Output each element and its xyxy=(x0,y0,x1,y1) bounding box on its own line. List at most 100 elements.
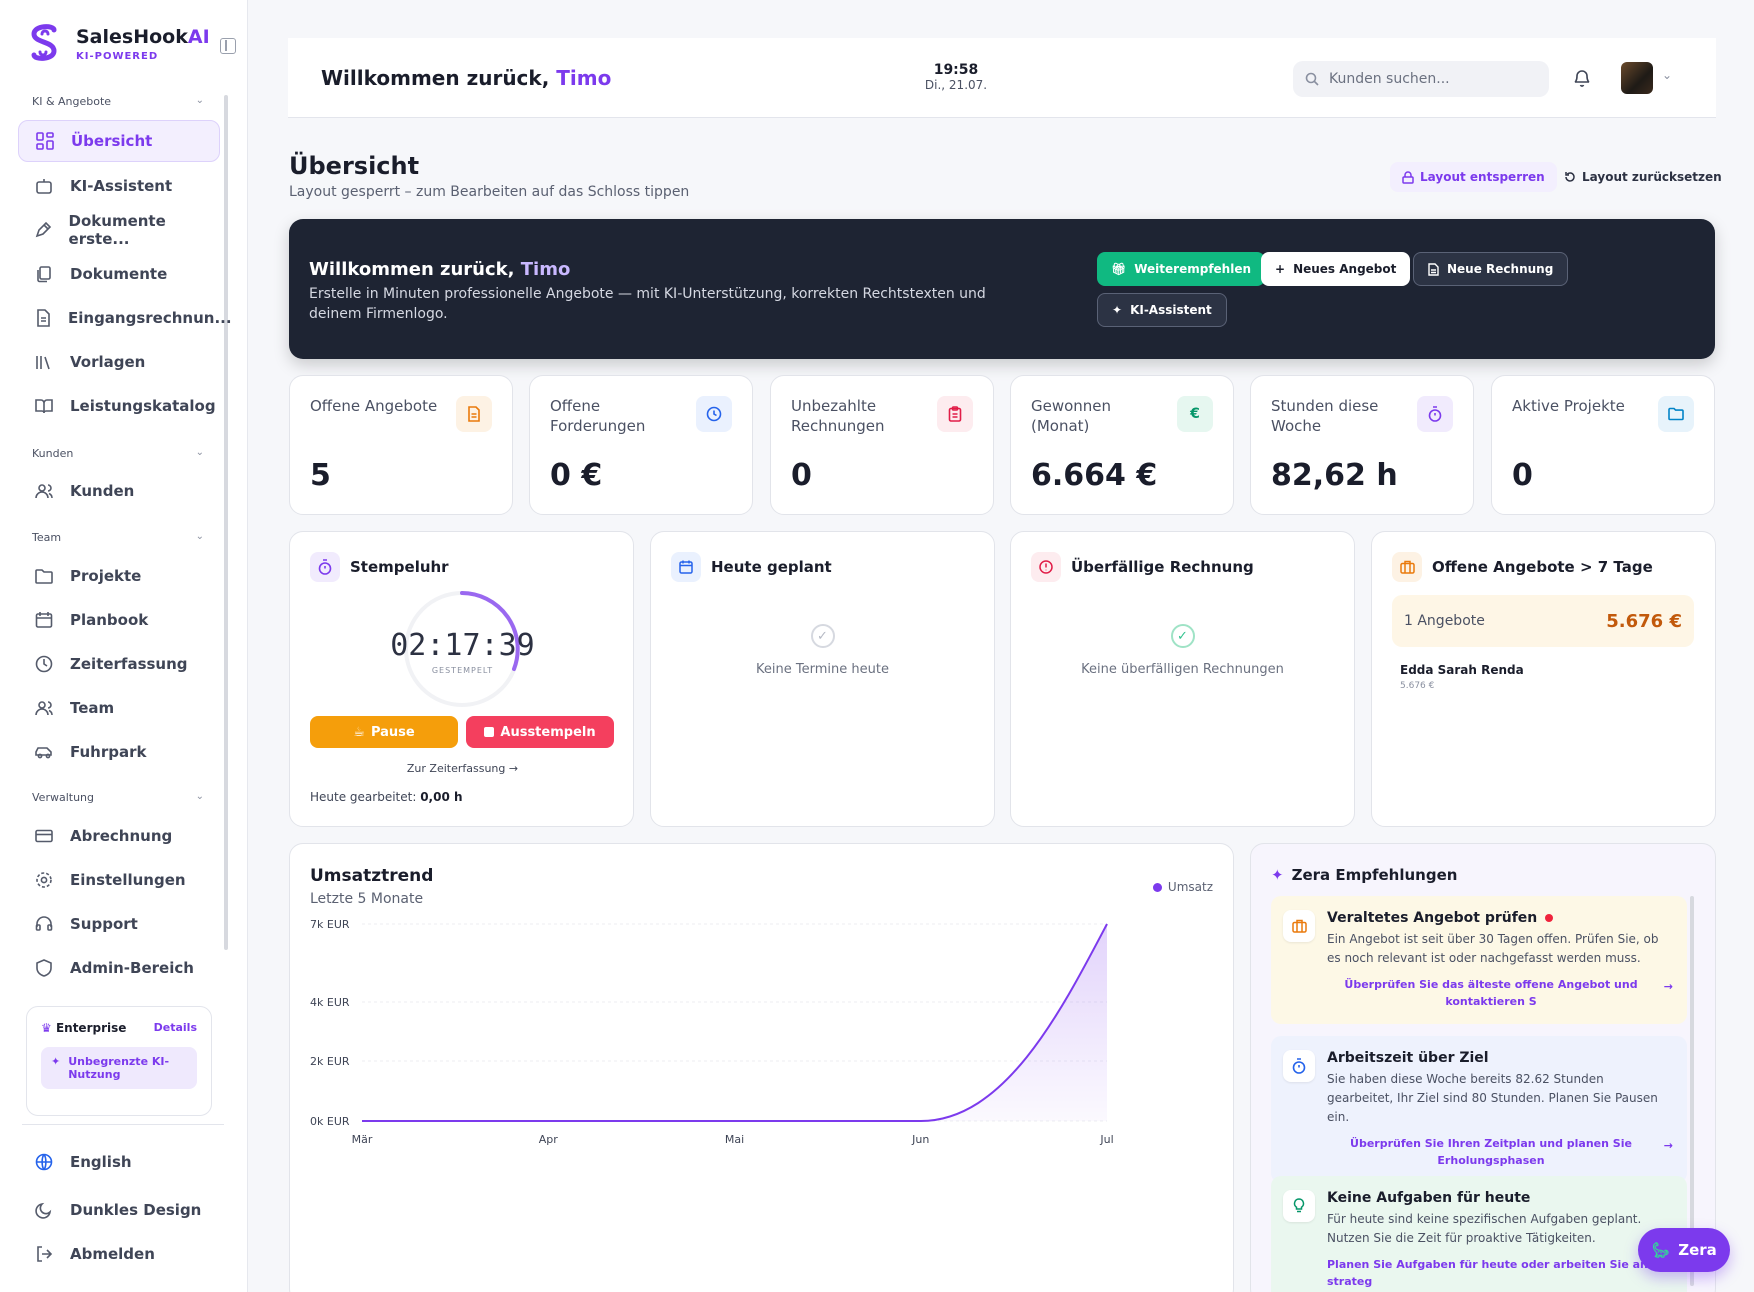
zera-scrollbar[interactable] xyxy=(1690,896,1694,1286)
hero-title: Willkommen zurück, Timo xyxy=(309,259,570,280)
new-invoice-button[interactable]: Neue Rechnung xyxy=(1413,252,1569,286)
timer-ring xyxy=(404,591,520,707)
plan-details-link[interactable]: Details xyxy=(153,1021,197,1034)
recommendation-action[interactable]: Planen Sie Aufgaben für heute oder arbei… xyxy=(1327,1256,1673,1290)
sidebar-item-uebersicht[interactable]: Übersicht xyxy=(18,120,220,162)
sidebar-item-label: Projekte xyxy=(70,567,142,585)
sidebar-item-support[interactable]: Support xyxy=(18,903,220,945)
sidebar-item-label: Dokumente erste... xyxy=(68,212,166,248)
section-label: KI & Angebote xyxy=(32,95,112,108)
time-tracking-link[interactable]: Zur Zeiterfassung → xyxy=(406,762,519,775)
recommendation-card[interactable]: Arbeitszeit über Ziel Sie haben diese Wo… xyxy=(1271,1036,1687,1183)
new-offer-label: Neues Angebot xyxy=(1293,262,1397,276)
sidebar-item-dokumente[interactable]: Dokumente xyxy=(18,253,220,295)
empty-text: Keine Termine heute xyxy=(756,662,889,677)
folder-icon xyxy=(34,566,54,586)
sidebar-item-admin-bereich[interactable]: Admin-Bereich xyxy=(18,947,220,989)
kpi-unpaid-invoices[interactable]: Unbezahlte Rechnungen 0 xyxy=(770,375,994,515)
header-clock: 19:58 Di., 21.07. xyxy=(908,62,1004,92)
kpi-open-offers[interactable]: Offene Angebote 5 xyxy=(289,375,513,515)
pause-button[interactable]: ☕︎ Pause xyxy=(310,716,458,748)
section-label: Verwaltung xyxy=(32,791,94,804)
ai-assistant-button[interactable]: ✦ KI-Assistent xyxy=(1097,293,1227,327)
sparkle-icon: ✦ xyxy=(1112,303,1123,317)
search-input[interactable]: Kunden suchen... xyxy=(1329,71,1450,87)
recommendation-card[interactable]: Keine Aufgaben für heute Für heute sind … xyxy=(1271,1176,1687,1292)
section-verwaltung[interactable]: Verwaltung ⌄ xyxy=(32,791,204,804)
kpi-open-receivables[interactable]: Offene Forderungen 0 € xyxy=(529,375,753,515)
revenue-trend-card: 7k EUR 4k EUR 2k EUR 0k EUR Mär Apr Mai Jun Jul … xyxy=(289,843,1234,1292)
kpi-label: Unbezahlte Rechnungen xyxy=(791,397,885,435)
sidebar-scrollbar[interactable] xyxy=(224,95,228,950)
sidebar-item-zeiterfassung[interactable]: Zeiterfassung xyxy=(18,643,220,685)
kpi-active-projects[interactable]: Aktive Projekte 0 xyxy=(1491,375,1715,515)
avatar[interactable] xyxy=(1621,62,1653,94)
card-title: Offene Angebote > 7 Tage xyxy=(1432,558,1653,576)
unlock-layout-button[interactable]: Layout entsperren xyxy=(1390,162,1557,192)
y-tick-label: 0k EUR xyxy=(310,1115,350,1128)
sidebar-item-einstellungen[interactable]: Einstellungen xyxy=(18,859,220,901)
sidebar-item-ki-assistent[interactable]: KI-Assistent xyxy=(18,165,220,207)
sidebar-item-abrechnung[interactable]: Abrechnung xyxy=(18,815,220,857)
check-circle-icon: ✓ xyxy=(810,624,835,648)
recommend-button[interactable]: 🎁︎ Weiterempfehlen xyxy=(1097,252,1266,286)
sidebar-item-fuhrpark[interactable]: Fuhrpark xyxy=(18,731,220,773)
sidebar-item-leistungskatalog[interactable]: Leistungskatalog xyxy=(18,385,220,427)
customer-search[interactable]: Kunden suchen... xyxy=(1293,61,1549,97)
kpi-label: Gewonnen (Monat) xyxy=(1031,397,1112,435)
x-tick-label: Jun xyxy=(911,1133,929,1146)
reset-layout-button[interactable]: Layout zurücksetzen xyxy=(1560,162,1726,192)
sidebar-item-vorlagen[interactable]: Vorlagen xyxy=(18,341,220,383)
sidebar-item-dark-mode[interactable]: Dunkles Design xyxy=(18,1189,220,1231)
kpi-won-month[interactable]: Gewonnen (Monat) € 6.664 € xyxy=(1010,375,1234,515)
reset-icon xyxy=(1564,171,1576,183)
collapse-sidebar-icon[interactable] xyxy=(220,38,236,54)
bell-icon[interactable] xyxy=(1572,68,1592,88)
sidebar-item-eingangsrechnungen[interactable]: Eingangsrechnun... xyxy=(18,297,232,339)
section-kunden[interactable]: Kunden ⌄ xyxy=(32,447,204,460)
sidebar-item-label: Team xyxy=(70,699,115,717)
x-tick-label: Mai xyxy=(725,1133,744,1146)
stopwatch-icon xyxy=(310,552,340,582)
offer-customer[interactable]: Edda Sarah Renda xyxy=(1400,663,1524,677)
clock-time: 19:58 xyxy=(933,62,979,78)
page-subtitle: Layout gesperrt – zum Bearbeiten auf das… xyxy=(289,184,690,200)
zera-chat-button[interactable]: 🦕︎ Zera xyxy=(1638,1228,1730,1272)
document-icon xyxy=(1428,262,1439,276)
brand[interactable]: SalesHookAI KI-POWERED xyxy=(24,22,210,66)
kpi-value: 82,62 h xyxy=(1271,458,1398,493)
sidebar-item-logout[interactable]: Abmelden xyxy=(18,1233,220,1275)
lock-icon xyxy=(1402,170,1414,184)
new-offer-button[interactable]: + Neues Angebot xyxy=(1261,252,1411,286)
hero-banner: Willkommen zurück, Timo Erstelle in Minu… xyxy=(289,219,1715,359)
lightbulb-icon xyxy=(1283,1190,1315,1222)
section-team[interactable]: Team ⌄ xyxy=(32,531,204,544)
sidebar-item-kunden[interactable]: Kunden xyxy=(18,470,220,512)
sidebar-item-planbook[interactable]: Planbook xyxy=(18,599,220,641)
zera-header: ✦ Zera Empfehlungen xyxy=(1271,866,1457,884)
recommendation-card[interactable]: Veraltetes Angebot prüfen Ein Angebot is… xyxy=(1271,896,1687,1024)
sidebar-item-label: Einstellungen xyxy=(70,871,186,889)
timer-status: GESTEMPELT xyxy=(431,666,494,675)
files-icon xyxy=(34,264,54,284)
zera-title: Zera Empfehlungen xyxy=(1291,866,1458,884)
kpi-hours-week[interactable]: Stunden diese Woche 82,62 h xyxy=(1250,375,1474,515)
recommendation-action[interactable]: Überprüfen Sie das älteste offene Angebo… xyxy=(1327,976,1673,1010)
pause-label: Pause xyxy=(370,724,415,740)
sidebar-item-dokumente-erstellen[interactable]: Dokumente erste... xyxy=(18,209,220,251)
arrow-right-icon: → xyxy=(1663,1139,1673,1152)
grid-icon xyxy=(35,131,55,151)
sidebar-item-projekte[interactable]: Projekte xyxy=(18,555,220,597)
chevron-down-icon[interactable]: ⌄ xyxy=(1662,68,1673,82)
briefcase-icon xyxy=(1283,910,1315,942)
ai-assistant-label: KI-Assistent xyxy=(1130,303,1212,317)
plan-feature: ✦ Unbegrenzte KI-Nutzung xyxy=(41,1047,197,1089)
section-ki-angebote[interactable]: KI & Angebote ⌄ xyxy=(32,95,204,108)
clock-out-button[interactable]: Ausstempeln xyxy=(466,716,614,748)
library-icon xyxy=(34,352,54,372)
offer-summary[interactable]: 1 Angebote 5.676 € xyxy=(1392,595,1694,647)
recommendation-action[interactable]: Überprüfen Sie Ihren Zeitplan und planen… xyxy=(1327,1135,1673,1169)
sidebar-item-label: Dokumente xyxy=(70,265,168,283)
sidebar-item-team[interactable]: Team xyxy=(18,687,220,729)
sidebar-item-language[interactable]: English xyxy=(18,1141,220,1183)
